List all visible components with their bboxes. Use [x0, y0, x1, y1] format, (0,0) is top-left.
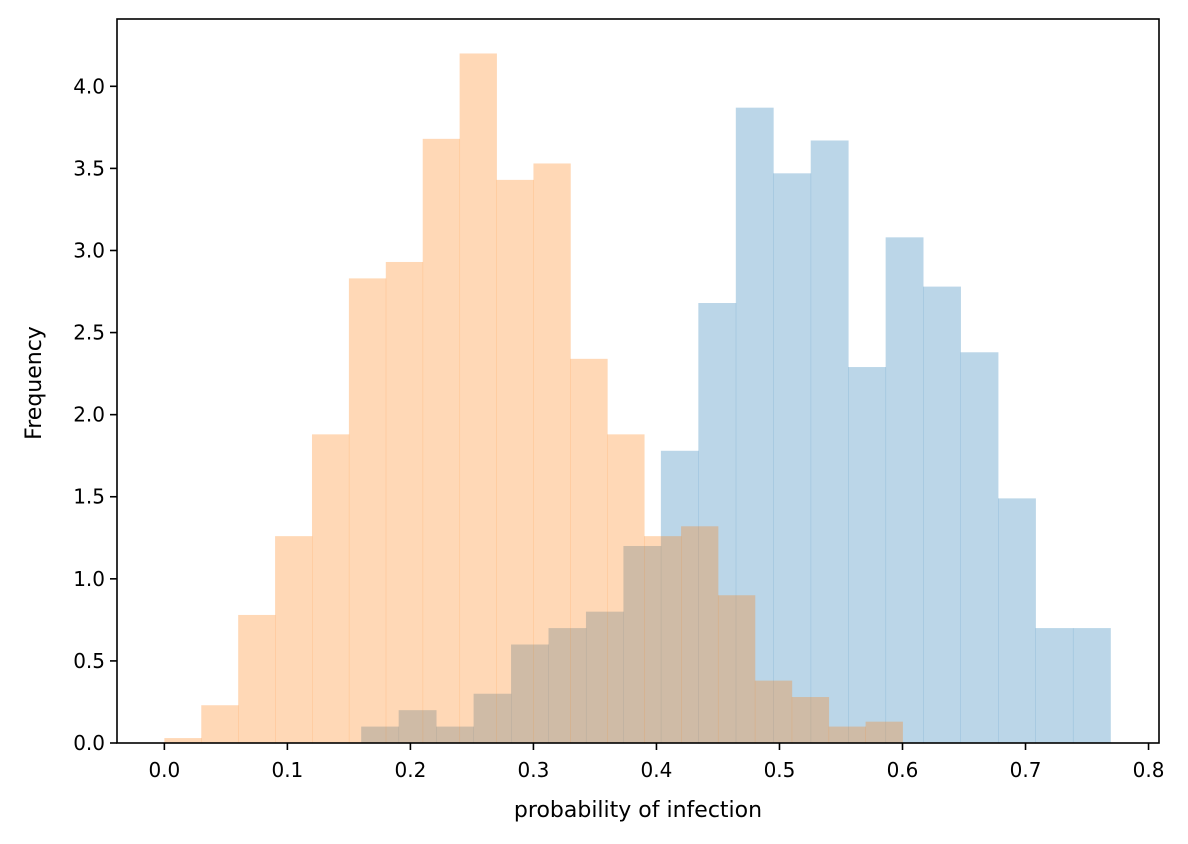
histogram-bar	[385, 261, 424, 743]
histogram-bar	[533, 163, 571, 743]
histogram-bar	[810, 140, 849, 743]
y-tick-label: 4.0	[73, 74, 105, 98]
histogram-bar	[885, 237, 924, 743]
x-tick-label: 0.3	[518, 758, 550, 782]
histogram-bar	[459, 53, 497, 743]
y-axis-ticks: 0.0 0.5 1.0 1.5 2.0 2.5 3.0 3.5 4.0	[73, 74, 117, 755]
plot-frame	[116, 18, 1160, 744]
x-axis-ticks: 0.0 0.1 0.2 0.3 0.4 0.5 0.6 0.7 0.8	[148, 743, 1164, 782]
histogram-bar	[398, 710, 437, 743]
histogram-bar	[473, 693, 512, 743]
histogram-bar	[865, 721, 903, 743]
histogram-bar	[238, 614, 276, 743]
histogram-bar	[923, 286, 961, 743]
histogram-bar	[311, 434, 350, 743]
x-tick-label: 0.4	[641, 758, 673, 782]
y-tick-label: 1.5	[73, 485, 105, 509]
histogram-bar	[698, 303, 737, 743]
histogram-bar	[717, 595, 756, 743]
y-tick-label: 3.0	[73, 238, 105, 262]
histogram-bar	[848, 367, 887, 743]
histogram-bars	[164, 53, 1111, 743]
histogram-bar	[623, 545, 662, 743]
x-tick-label: 0.8	[1133, 758, 1165, 782]
x-tick-label: 0.1	[271, 758, 303, 782]
x-tick-label: 0.6	[887, 758, 919, 782]
histogram-bar	[201, 705, 239, 743]
histogram-bar	[275, 536, 313, 743]
histogram-bar	[660, 450, 699, 743]
histogram-bar	[773, 173, 812, 743]
histogram-bar	[548, 628, 587, 743]
x-axis-label: probability of infection	[514, 798, 762, 823]
y-tick-label: 0.5	[73, 649, 105, 673]
histogram-bar	[644, 536, 682, 743]
histogram-bar	[791, 697, 830, 743]
histogram-bar	[164, 738, 202, 743]
histogram-bar	[681, 526, 719, 743]
y-tick-label: 2.5	[73, 321, 105, 345]
histogram-bar	[754, 680, 793, 743]
y-tick-label: 3.5	[73, 156, 105, 180]
x-tick-label: 0.7	[1010, 758, 1042, 782]
histogram-bar	[585, 611, 624, 743]
y-tick-label: 0.0	[73, 731, 105, 755]
y-tick-label: 2.0	[73, 403, 105, 427]
histogram-bar	[998, 498, 1036, 743]
histogram-bar	[1035, 628, 1074, 743]
x-tick-label: 0.5	[764, 758, 796, 782]
histogram-bar	[828, 726, 866, 743]
y-axis-label: Frequency	[22, 326, 47, 440]
histogram-bar	[361, 726, 400, 743]
histogram-bar	[960, 352, 999, 743]
histogram-bar	[511, 644, 549, 743]
histogram-bar	[422, 138, 461, 743]
y-tick-label: 1.0	[73, 567, 105, 591]
histogram-bar	[436, 726, 474, 743]
histogram-bar	[607, 434, 645, 743]
histogram-bar	[1072, 628, 1111, 743]
histogram-bar	[496, 179, 534, 743]
histogram-bar	[348, 278, 387, 743]
x-tick-label: 0.2	[395, 758, 427, 782]
histogram-bar	[735, 107, 774, 743]
histogram-bar	[570, 358, 608, 743]
x-tick-label: 0.0	[148, 758, 180, 782]
